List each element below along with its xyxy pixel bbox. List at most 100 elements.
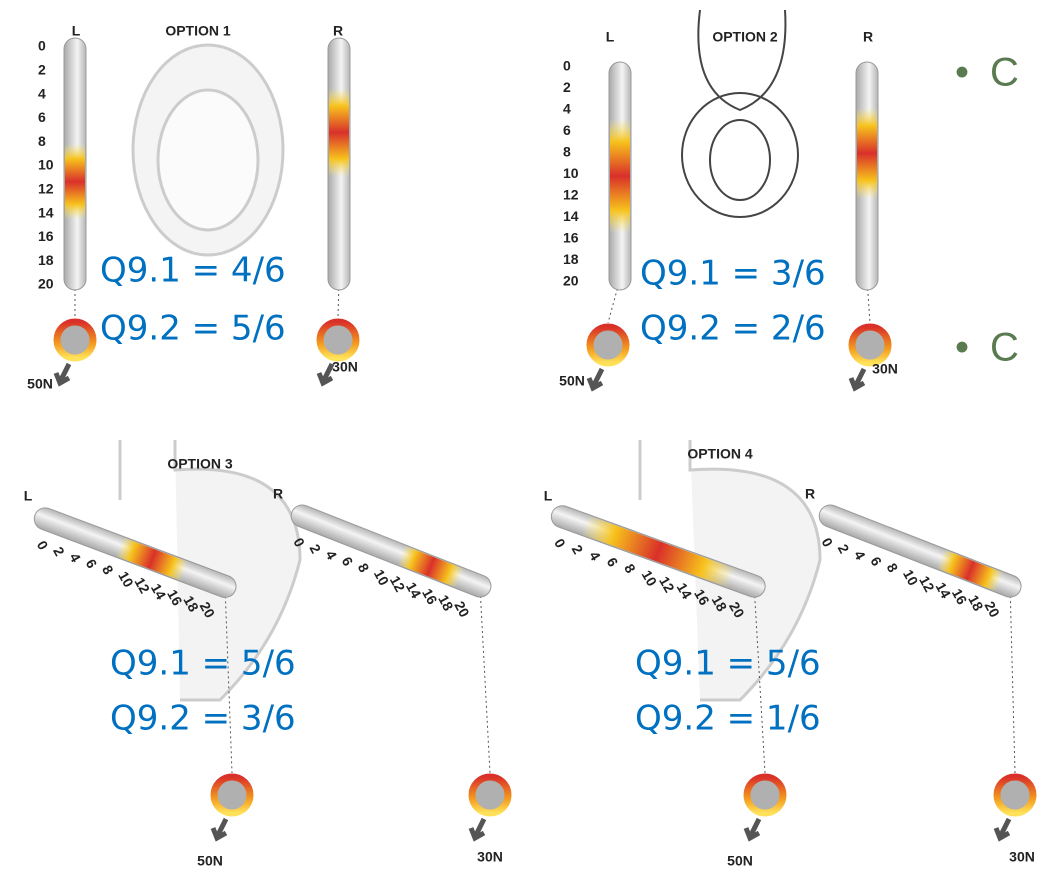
scale-label: 10 — [563, 165, 579, 181]
force-ring — [57, 322, 93, 358]
bullet-dot: • — [955, 51, 969, 95]
force-ring — [214, 777, 250, 813]
left-label: L — [24, 488, 33, 504]
q91: Q9.1 = 3/6 — [640, 254, 826, 294]
scale-label: 0 — [551, 536, 569, 551]
scale-label: 0 — [818, 535, 836, 550]
grab-bar — [856, 62, 878, 290]
q92: Q9.2 = 2/6 — [640, 309, 826, 349]
force-label: 50N — [727, 853, 753, 869]
slide: • C • C OPTION 1LR0246810121416182050N30… — [0, 0, 1042, 874]
scale-label: 4 — [586, 548, 604, 563]
right-label: R — [805, 486, 815, 502]
q92: Q9.2 = 1/6 — [635, 699, 821, 739]
q91: Q9.1 = 5/6 — [635, 644, 821, 684]
force-label: 30N — [332, 359, 358, 375]
scale-label: 2 — [569, 542, 587, 557]
scale-label: 6 — [38, 109, 46, 125]
force-label: 50N — [559, 373, 585, 389]
force-arrow — [213, 819, 226, 838]
scale-label: 4 — [563, 101, 571, 117]
scale-label: 14 — [563, 208, 579, 224]
bullet-text: C — [990, 326, 1019, 370]
scale-label: 16 — [38, 228, 54, 244]
scale-label: 14 — [674, 580, 696, 602]
bullet-text: C — [990, 51, 1019, 95]
q91: Q9.1 = 4/6 — [100, 251, 286, 291]
grab-bar — [328, 38, 350, 290]
scale-label: 8 — [563, 144, 571, 160]
scale-label: 10 — [371, 567, 393, 589]
left-label: L — [72, 23, 81, 39]
force-arrow — [851, 369, 864, 388]
scale-label: 10 — [900, 567, 922, 589]
q92: Q9.2 = 5/6 — [100, 309, 286, 349]
force-ring — [590, 327, 626, 363]
force-ring — [852, 327, 888, 363]
scale-label: 14 — [38, 204, 54, 220]
scale-label: 6 — [604, 555, 622, 570]
scale-label: 2 — [563, 79, 571, 95]
right-label: R — [273, 486, 283, 502]
scale-label: 6 — [563, 122, 571, 138]
scale-label: 20 — [38, 276, 54, 292]
force-arrow — [319, 364, 332, 383]
option-title: OPTION 3 — [167, 456, 233, 472]
option-title: OPTION 1 — [165, 23, 231, 39]
scale-label: 4 — [66, 550, 84, 565]
force-label: 30N — [477, 849, 503, 865]
force-label: 30N — [872, 361, 898, 377]
right-label: R — [333, 23, 343, 39]
scale-label: 0 — [34, 538, 52, 553]
heat-zone — [610, 119, 630, 233]
scale-label: 20 — [563, 273, 579, 289]
scale-label: 12 — [563, 187, 579, 203]
force-ring — [472, 777, 508, 813]
scale-label: 8 — [355, 560, 373, 575]
scale-label: 4 — [323, 548, 341, 563]
scale-label: 2 — [50, 544, 68, 559]
scale-label: 10 — [115, 568, 137, 590]
force-arrow — [746, 819, 759, 838]
scale-label: 4 — [851, 548, 869, 563]
q92: Q9.2 = 3/6 — [110, 699, 296, 739]
force-arrow — [996, 819, 1009, 838]
scale-label: 4 — [38, 85, 46, 101]
option-title: OPTION 4 — [687, 446, 753, 462]
scale-label: 2 — [835, 541, 853, 556]
scale-label: 8 — [38, 133, 46, 149]
force-arrow — [56, 364, 69, 383]
scale-label: 2 — [38, 62, 46, 78]
scale-label: 6 — [339, 554, 357, 569]
heat-zone — [329, 88, 349, 176]
dotted-line — [1010, 586, 1015, 773]
force-label: 50N — [27, 376, 53, 392]
grab-bar: 02468101214161820 — [278, 502, 495, 627]
scale-label: 2 — [306, 541, 324, 556]
scale-label: 0 — [38, 38, 46, 54]
grab-bar — [609, 62, 631, 290]
heat-zone — [65, 144, 85, 220]
grab-bar — [64, 38, 86, 290]
scale-label: 6 — [83, 556, 101, 571]
dotted-line — [480, 586, 490, 773]
left-label: L — [544, 488, 553, 504]
scale-label: 10 — [38, 157, 54, 173]
scale-label: 6 — [867, 554, 885, 569]
scale-label: 18 — [38, 252, 54, 268]
heat-zone — [397, 546, 464, 588]
scale-label: 12 — [38, 181, 54, 197]
force-ring — [747, 777, 783, 813]
force-ring — [997, 777, 1033, 813]
scale-label: 16 — [563, 230, 579, 246]
heat-zone — [857, 108, 877, 199]
scale-label: 8 — [884, 560, 902, 575]
scale-label: 8 — [621, 561, 639, 576]
force-label: 30N — [1009, 849, 1035, 865]
q91: Q9.1 = 5/6 — [110, 644, 296, 684]
scale-label: 8 — [99, 562, 117, 577]
force-arrow — [471, 819, 484, 838]
scale-label: 12 — [656, 574, 678, 596]
force-ring — [320, 322, 356, 358]
